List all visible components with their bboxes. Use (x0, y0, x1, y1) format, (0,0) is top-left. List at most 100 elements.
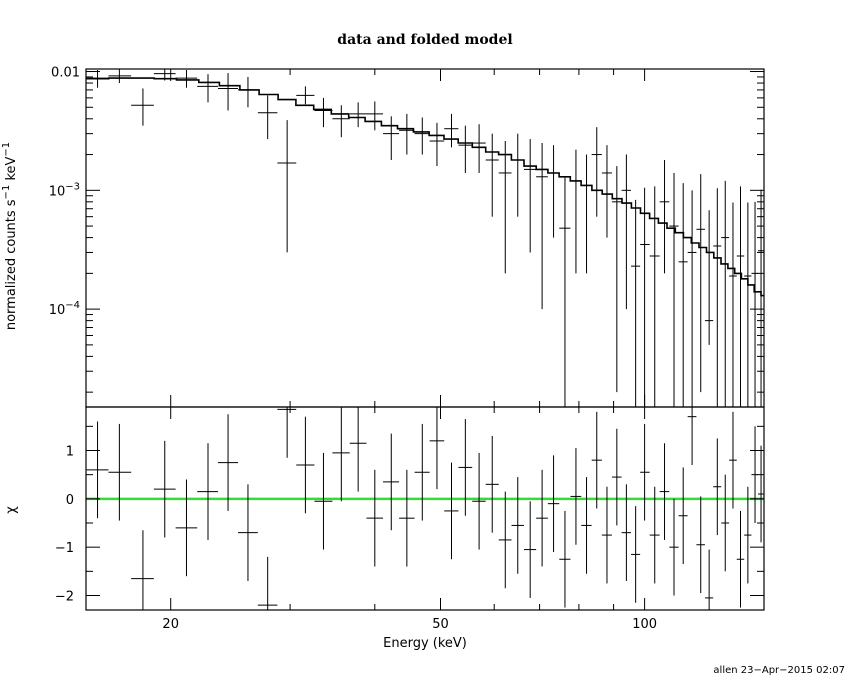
data-point (498, 141, 512, 274)
y-tick-label: −2 (55, 590, 74, 605)
residual-point (523, 501, 537, 598)
residual-point (713, 438, 722, 536)
data-point (687, 190, 697, 407)
data-point (758, 189, 764, 407)
residual-point (687, 407, 697, 465)
data-point (736, 186, 745, 407)
residual-point (314, 452, 333, 550)
residual-point (175, 479, 198, 577)
y-axis-label-bottom: χ (4, 506, 19, 514)
data-point (523, 139, 537, 253)
data-point (153, 69, 176, 81)
residual-point (736, 510, 745, 608)
residual-point (498, 491, 512, 589)
residual-point (669, 498, 679, 596)
y-tick-label: 0 (66, 493, 74, 508)
data-point (131, 88, 154, 126)
data-point (444, 113, 459, 148)
residual-point (86, 421, 109, 519)
data-point (257, 95, 278, 140)
y-label-sup2: −1 (1, 142, 12, 157)
residual-point (458, 419, 473, 516)
data-point (485, 133, 499, 217)
bottom-axis-ticks: 20 50 100 1 0 −1 −2 (55, 407, 764, 632)
residual-point (721, 474, 730, 572)
residual-point (758, 445, 764, 543)
y-tick-label: 10−3 (49, 181, 80, 199)
data-point (414, 117, 430, 155)
y-tick-label: −1 (55, 541, 74, 556)
data-point (631, 199, 641, 407)
data-point (399, 113, 415, 155)
data-point (197, 74, 219, 103)
residual-point (601, 486, 612, 584)
data-point (601, 145, 612, 238)
y-label-main: normalized counts s (4, 199, 19, 330)
y-tick-label: 1 (66, 445, 74, 460)
y-tick-label: 10−4 (49, 300, 80, 318)
data-point (218, 73, 239, 111)
residual-point (108, 423, 132, 521)
residual-point (429, 407, 445, 490)
residual-point (277, 407, 297, 458)
residual-point (296, 416, 315, 514)
data-point (591, 127, 602, 217)
residual-point (621, 484, 632, 581)
residual-point (744, 486, 752, 584)
residual-point (485, 436, 499, 533)
residual-point (631, 506, 641, 603)
residual-point (559, 510, 571, 608)
residual-point (349, 407, 367, 492)
data-point (713, 188, 722, 407)
data-points (86, 69, 764, 407)
data-point (511, 133, 524, 217)
residual-point (153, 440, 176, 538)
data-point (678, 183, 688, 407)
residual-point (383, 433, 400, 531)
data-point (108, 69, 132, 84)
data-point (366, 101, 384, 131)
data-point (296, 86, 315, 105)
residual-point (131, 530, 154, 610)
data-point (536, 143, 548, 310)
y-label-sup1: −1 (1, 185, 12, 200)
data-point (570, 149, 582, 274)
data-point (729, 202, 737, 407)
data-point (659, 159, 670, 274)
residual-point (218, 414, 239, 511)
residual-points (86, 407, 764, 610)
residual-point (659, 443, 670, 540)
data-point (175, 69, 198, 88)
data-point (559, 177, 571, 407)
x-tick-label: 100 (632, 617, 657, 632)
residual-point (238, 484, 258, 581)
residual-point (547, 455, 560, 552)
data-point (86, 69, 109, 88)
y-tick-label: 0.01 (51, 66, 80, 81)
data-point (472, 124, 486, 173)
data-point (581, 154, 592, 274)
data-point (332, 105, 350, 138)
residual-point (511, 477, 524, 574)
bottom-panel: 20 50 100 1 0 −1 −2 (55, 406, 765, 632)
x-axis-label: Energy (keV) (383, 636, 467, 651)
data-point (649, 186, 660, 407)
data-point (704, 210, 714, 345)
residual-point (640, 423, 650, 521)
data-point (696, 174, 705, 393)
residual-point (696, 496, 705, 594)
data-point (277, 120, 297, 253)
residual-point (332, 407, 350, 502)
model-line (86, 77, 764, 297)
data-point (744, 202, 752, 407)
residual-point (399, 469, 415, 567)
residual-point (649, 486, 660, 584)
data-point (669, 172, 679, 407)
data-point (547, 145, 560, 238)
residual-point (366, 469, 384, 567)
y-label-mid: keV (4, 156, 19, 184)
residual-point (570, 448, 582, 545)
data-point (238, 76, 258, 108)
top-frame (85, 68, 765, 408)
